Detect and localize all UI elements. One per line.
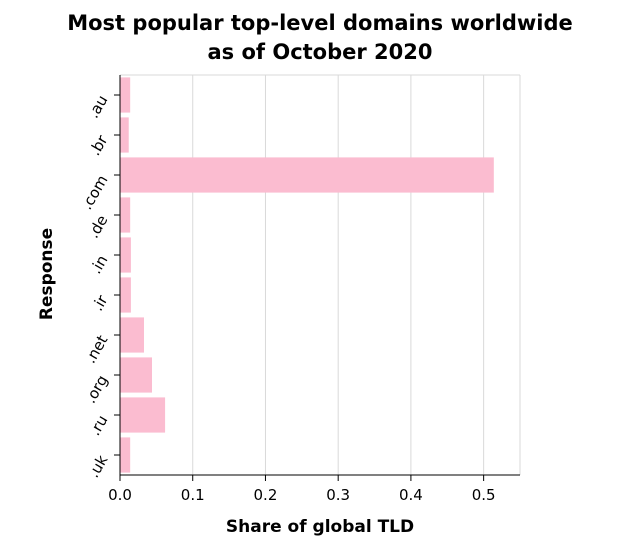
bar [120,317,144,353]
y-tick-label: .de [84,212,111,241]
y-axis-label: Response [37,228,57,320]
bar [120,117,129,153]
bar [120,77,131,113]
bar [120,237,131,273]
bar [120,357,152,393]
x-axis-label: Share of global TLD [226,517,414,537]
bar [120,157,494,193]
y-tick-label: .org [81,372,111,406]
x-tick-label: 0.0 [108,486,132,504]
x-tick-label: 0.3 [326,486,350,504]
y-tick-label: .ru [86,412,112,439]
x-tick-label: 0.2 [254,486,278,504]
grid-layer [119,74,521,475]
bar-layer [120,77,494,473]
y-tick-label: .au [84,92,111,121]
y-tick-label: .br [86,131,112,158]
x-tick-label: 0.1 [181,486,205,504]
axis-layer: 0.0 0.1 0.2 0.3 0.4 0.5 .au .br .com.de .in .ir .ne… [77,75,520,504]
y-tick-label: .in [87,252,112,277]
y-tick-label: .com [77,172,111,213]
chart-title-line-1: Most popular top-level domains worldwide [67,11,573,35]
bar [120,277,131,313]
bar [120,197,131,233]
y-tick-label: .uk [84,452,111,481]
bar [120,397,166,433]
bar [120,437,131,473]
x-tick-label: 0.5 [472,486,496,504]
y-tick-label: .ir [88,291,112,314]
x-tick-label: 0.4 [399,486,423,504]
y-tick-label: .net [81,332,111,367]
chart-title-line-2: as of October 2020 [207,40,432,64]
